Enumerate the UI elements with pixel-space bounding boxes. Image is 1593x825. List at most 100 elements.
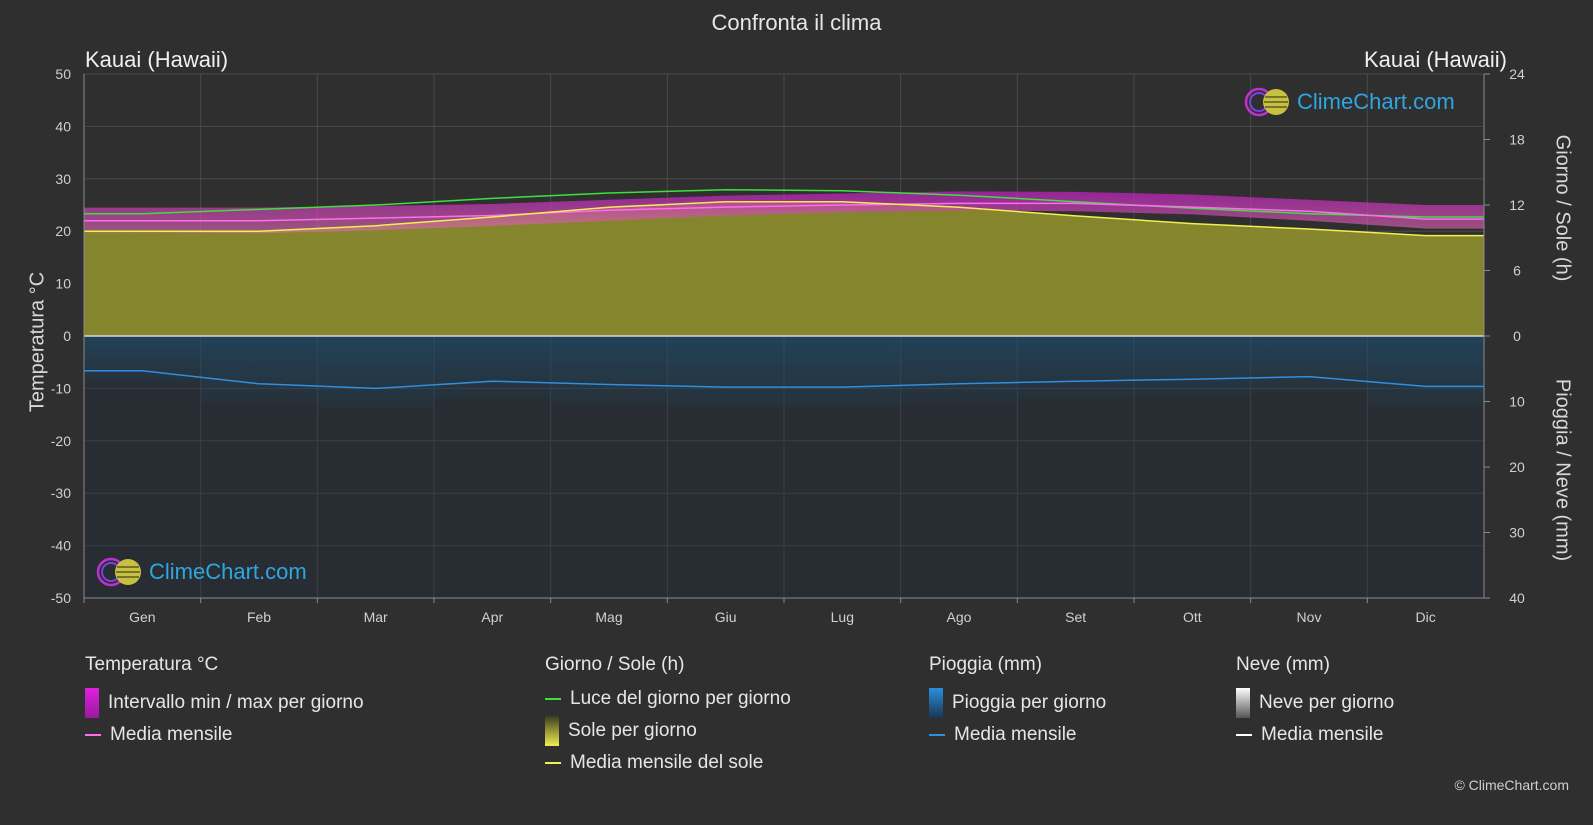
daylight-line [84, 188, 1484, 218]
rain-layer [84, 336, 1484, 598]
rain-background [84, 336, 1484, 598]
rain-bar [667, 336, 784, 408]
location-right: Kauai (Hawaii) [1363, 47, 1507, 72]
y-right-top-tick-label: 24 [1509, 66, 1525, 82]
legend-snow-daily-label: Neve per giorno [1259, 692, 1395, 713]
y-right-bottom-tick-label: 10 [1509, 394, 1525, 410]
legend-rain-heading: Pioggia (mm) [929, 654, 1042, 675]
legend-rain-mean: Media mensile [929, 724, 1106, 746]
temperature-mean-line [84, 202, 1484, 222]
legend-temperature: Temperatura °C Intervallo min / max per … [85, 654, 364, 746]
temp-range-swatch [85, 688, 99, 718]
copyright: © ClimeChart.com [1454, 777, 1569, 793]
y-right-top-tick-label: 12 [1509, 197, 1525, 213]
legend-temp-mean: Media mensile [85, 724, 364, 746]
legend-daylight: Luce del giorno per giorno [545, 688, 791, 710]
y-left-tick-label: 20 [55, 223, 71, 239]
legend-snow: Neve (mm) Neve per giorno Media mensile [1236, 654, 1394, 746]
legend-rain: Pioggia (mm) Pioggia per giorno Media me… [929, 654, 1106, 746]
snow-mean-swatch [1236, 734, 1252, 736]
y-right-bottom-tick-label: 40 [1509, 590, 1525, 606]
x-tick-label: Lug [831, 609, 854, 625]
legend-sunshine-label: Sole per giorno [568, 720, 697, 741]
legend-snow-mean-label: Media mensile [1261, 724, 1384, 745]
y-left-tick-label: -40 [51, 538, 71, 554]
y-left-tick-label: -50 [51, 590, 71, 606]
rain-mean-swatch [929, 734, 945, 736]
legend-snow-heading: Neve (mm) [1236, 654, 1330, 675]
x-tick-label: Gen [129, 609, 155, 625]
legend-temp-heading: Temperatura °C [85, 654, 219, 675]
y-left-tick-label: 50 [55, 66, 71, 82]
legend-sun-mean: Media mensile del sole [545, 752, 791, 774]
x-tick-label: Ago [947, 609, 972, 625]
x-tick-label: Nov [1297, 609, 1322, 625]
snow-swatch [1236, 688, 1250, 718]
logo-icon [1244, 87, 1289, 117]
legend-daylight-label: Luce del giorno per giorno [570, 688, 791, 709]
rain-bar [550, 336, 668, 404]
y-left-tick-label: -10 [51, 380, 71, 396]
y-left-tick-label: -30 [51, 485, 71, 501]
y-left-tick-label: 40 [55, 118, 71, 134]
y-right-bottom-tick-label: 30 [1509, 525, 1525, 541]
rain-bar [900, 336, 1018, 403]
sunshine-mean-line [84, 200, 1484, 237]
legend-sun-heading: Giorno / Sole (h) [545, 654, 685, 675]
legend-temp-mean-label: Media mensile [110, 724, 233, 745]
x-tick-label: Feb [247, 609, 271, 625]
climate-chart: 50 40 30 20 10 0 -10 -20 -30 -40 -50 24 18 12 6 0 10 20 30… [51, 66, 1525, 625]
x-tick-label: Mag [595, 609, 622, 625]
legend-sun-mean-label: Media mensile del sole [570, 752, 764, 773]
rain-bar [200, 336, 318, 403]
sunshine-layer [84, 201, 1484, 336]
sunshine-area [84, 201, 1484, 336]
legend-temp-range: Intervallo min / max per giorno [85, 688, 364, 718]
sunshine-swatch [545, 716, 559, 746]
temperature-range-band [84, 191, 1484, 234]
logo-text: ClimeChart.com [149, 559, 307, 584]
rain-bar [784, 336, 901, 408]
x-tick-label: Giu [715, 609, 737, 625]
rain-bar [84, 336, 201, 385]
legend-rain-daily: Pioggia per giorno [929, 688, 1106, 718]
x-tick-label: Mar [364, 609, 388, 625]
y-left-tick-label: -20 [51, 433, 71, 449]
legend-rain-daily-label: Pioggia per giorno [952, 692, 1107, 713]
logo-bottom[interactable]: ClimeChart.com [95, 556, 307, 588]
legend-sun: Giorno / Sole (h) Luce del giorno per gi… [545, 654, 791, 774]
legend-temp-range-label: Intervallo min / max per giorno [108, 692, 364, 713]
rain-swatch [929, 688, 943, 718]
rain-bar [434, 336, 551, 400]
legend-snow-mean: Media mensile [1236, 724, 1394, 746]
y-right-top-tick-label: 18 [1509, 132, 1525, 148]
x-tick-label: Set [1065, 609, 1086, 625]
y-right-bottom-tick-label: 20 [1509, 459, 1525, 475]
legend-rain-mean-label: Media mensile [954, 724, 1077, 745]
y-right-top-tick-label: 0 [1513, 328, 1521, 344]
location-left: Kauai (Hawaii) [85, 47, 229, 72]
logo-icon [96, 557, 141, 587]
temperature-layer [84, 191, 1484, 234]
rain-bar [1367, 336, 1484, 407]
x-tick-label: Ott [1183, 609, 1202, 625]
rain-bar [1134, 336, 1251, 397]
rain-bar [1250, 336, 1368, 393]
legend-sunshine: Sole per giorno [545, 716, 791, 746]
y-left-tick-label: 30 [55, 171, 71, 187]
logo-text: ClimeChart.com [1297, 89, 1455, 114]
y-left-tick-label: 0 [63, 328, 71, 344]
y-right-top-tick-label: 6 [1513, 263, 1521, 279]
temp-mean-swatch [85, 734, 101, 736]
rain-bar [317, 336, 434, 410]
chart-title: Confronta il clima [711, 10, 882, 35]
rain-bar [1017, 336, 1134, 400]
sun-mean-swatch [545, 762, 561, 764]
legend-snow-daily: Neve per giorno [1236, 688, 1394, 718]
rain-mean-line [84, 369, 1484, 390]
daylight-swatch [545, 698, 561, 700]
x-tick-label: Dic [1416, 609, 1436, 625]
tick-labels: 50 40 30 20 10 0 -10 -20 -30 -40 -50 24 18 12 6 0 10 20 30… [51, 66, 1525, 625]
logo-top[interactable]: ClimeChart.com [1243, 86, 1455, 118]
y-left-tick-label: 10 [55, 276, 71, 292]
